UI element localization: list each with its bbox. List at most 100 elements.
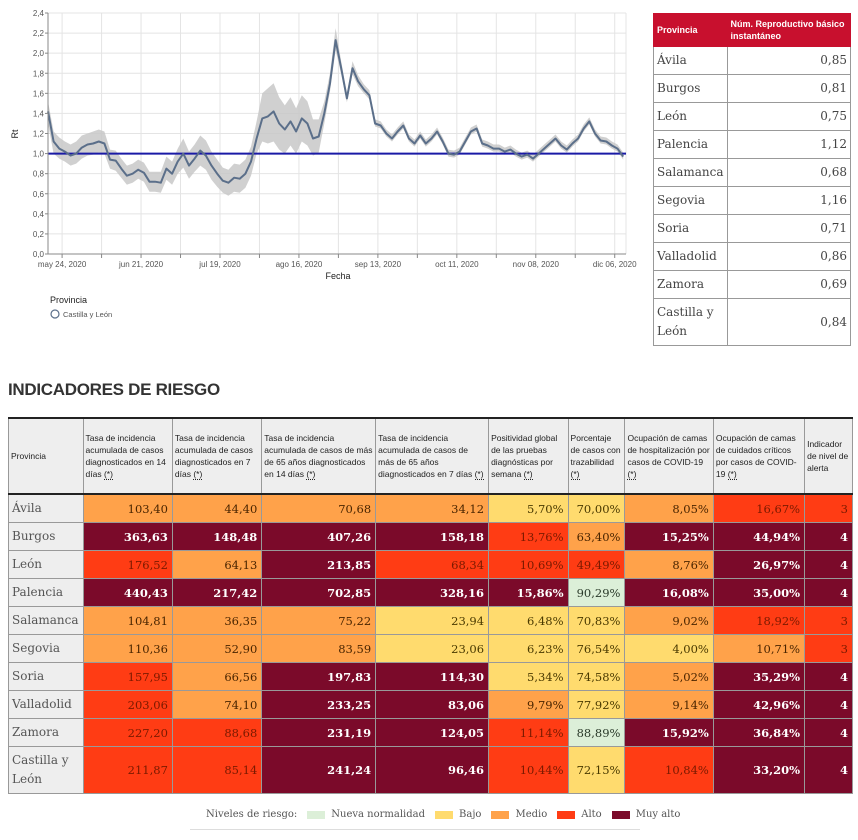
risk-value-cell-medio: 104,81 xyxy=(82,606,173,635)
footnote-link[interactable]: (*) xyxy=(474,469,484,480)
legend-swatch-bajo xyxy=(435,810,454,819)
risk-value-cell-alto: 68,34 xyxy=(375,550,490,579)
risk-header-label: Ocupación de camas de cuidados críticos … xyxy=(715,433,797,479)
risk-value-cell-muy-alto: 217,42 xyxy=(171,578,263,607)
risk-header-cell: Tasa de incidencia acumulada de casos di… xyxy=(171,417,263,495)
rt-table-row: Ávila 0,85 xyxy=(653,46,852,75)
legend-title: Provincia xyxy=(50,295,87,305)
risk-value-cell-alto: 3 xyxy=(804,606,853,635)
risk-header-label: Provincia xyxy=(11,451,46,461)
risk-header-cell: Tasa de incidencia acumulada de casos di… xyxy=(82,417,173,495)
rt-value-cell: 0,68 xyxy=(726,158,852,187)
risk-provincia-cell: Ávila xyxy=(8,493,84,523)
risk-value-cell-medio: 9,79% xyxy=(488,690,569,719)
risk-header-label: Tasa de incidencia acumulada de casos de… xyxy=(378,433,475,479)
risk-value-cell-medio: 66,56 xyxy=(171,662,263,691)
risk-value-cell-bajo: 6,23% xyxy=(488,634,569,663)
risk-provincia-cell: Salamanca xyxy=(8,606,84,635)
risk-header-cell: Tasa de incidencia acumulada de casos de… xyxy=(375,417,490,495)
risk-value-cell-medio: 9,02% xyxy=(624,606,714,635)
x-tick-label: jul 19, 2020 xyxy=(198,260,241,269)
rt-provincia-cell: Soria xyxy=(653,214,728,243)
footnote-link[interactable]: (*) xyxy=(103,469,113,480)
risk-table-row: Ávila 103,40 44,40 70,68 34,12 5,70% 70,00% 8,0… xyxy=(8,493,853,523)
risk-table-row: Burgos 363,63 148,48 407,26 158,18 13,76% 63,4… xyxy=(8,522,853,551)
risk-value-cell-alto: 13,76% xyxy=(488,522,569,551)
risk-value-cell-muy-alto: 124,05 xyxy=(375,718,490,747)
legend-label-nueva: Nueva normalidad xyxy=(331,809,426,820)
risk-value-cell-medio: 70,68 xyxy=(261,493,377,523)
x-tick-label: dic 06, 2020 xyxy=(593,260,637,269)
rt-table-row: León 0,75 xyxy=(653,102,852,131)
risk-table-row: Castilla y León 211,87 85,14 241,24 96,46 10,… xyxy=(8,746,853,794)
legend-swatch-medio xyxy=(491,810,510,819)
rt-provincia-cell: Salamanca xyxy=(653,158,728,187)
risk-value-cell-medio: 63,40% xyxy=(567,522,626,551)
rt-chart: 0,0 0,2 0,4 0,6 0,8 1,0 1,2 1,4 1,6 1,8 2,0 2,2 2,4 m… xyxy=(10,9,637,319)
risk-value-cell-bajo: 77,92% xyxy=(567,690,626,719)
risk-value-cell-muy-alto: 42,96% xyxy=(712,690,806,719)
risk-value-cell-muy-alto: 158,18 xyxy=(375,522,490,551)
legend-symbol-castilla-y-leon[interactable] xyxy=(50,309,60,319)
risk-value-cell-muy-alto: 96,46 xyxy=(375,746,490,794)
risk-value-cell-alto: 88,68 xyxy=(171,718,263,747)
risk-levels-legend: Niveles de riesgo: Nueva normalidad Bajo M… xyxy=(206,809,680,820)
risk-table-row: Zamora 227,20 88,68 231,19 124,05 11,14% 88,89… xyxy=(8,718,853,747)
risk-value-cell-alto: 10,84% xyxy=(624,746,714,794)
footnote-link[interactable]: (*) xyxy=(193,469,203,480)
risk-value-cell-muy-alto: 440,43 xyxy=(82,578,173,607)
risk-header-label: Tasa de incidencia acumulada de casos di… xyxy=(85,433,166,479)
risk-value-cell-muy-alto: 114,30 xyxy=(375,662,490,691)
y-axis-title: Rt xyxy=(10,129,20,138)
legend-divider xyxy=(190,829,640,830)
risk-provincia-cell: Soria xyxy=(8,662,84,691)
rt-provincia-cell: Segovia xyxy=(653,186,728,215)
rt-provincia-cell: Ávila xyxy=(653,46,728,75)
risk-header-label: Indicador de nivel de alerta xyxy=(807,439,849,473)
footnote-link[interactable]: (*) xyxy=(727,469,737,480)
risk-value-cell-alto: 157,95 xyxy=(82,662,173,691)
risk-value-cell-muy-alto: 15,92% xyxy=(624,718,714,747)
risk-header-label: Tasa de incidencia acumulada de casos de… xyxy=(264,433,373,479)
x-tick-label: nov 08, 2020 xyxy=(513,260,560,269)
rt-provincia-cell: León xyxy=(653,102,728,131)
rt-table-row: Salamanca 0,68 xyxy=(653,158,852,187)
y-tick-label: 2,2 xyxy=(33,29,45,38)
footnote-link[interactable]: (*) xyxy=(570,469,580,480)
legend-swatch-alto xyxy=(557,810,576,819)
risk-value-cell-muy-alto: 407,26 xyxy=(261,522,377,551)
footnote-link[interactable]: (*) xyxy=(523,469,533,480)
risk-value-cell-bajo: 70,00% xyxy=(567,493,626,523)
rt-header-provincia: Provincia xyxy=(653,13,728,47)
risk-value-cell-muy-alto: 4 xyxy=(804,718,853,747)
risk-value-cell-medio: 8,76% xyxy=(624,550,714,579)
risk-value-cell-alto: 85,14 xyxy=(171,746,263,794)
risk-provincia-cell: Segovia xyxy=(8,634,84,663)
footnote-link[interactable]: (*) xyxy=(306,469,316,480)
legend-label-castilla-y-leon[interactable]: Castilla y León xyxy=(63,310,112,319)
rt-table-row: Palencia 1,12 xyxy=(653,130,852,159)
y-tick-label: 1,6 xyxy=(33,89,45,98)
risk-value-cell-muy-alto: 15,86% xyxy=(488,578,569,607)
risk-value-cell-muy-alto: 4 xyxy=(804,662,853,691)
rt-value-cell: 0,86 xyxy=(726,242,852,271)
footnote-link[interactable]: (*) xyxy=(627,469,637,480)
risk-value-cell-bajo: 72,15% xyxy=(567,746,626,794)
series-line-castilla-y-leon xyxy=(47,39,625,184)
risk-header-label: Porcentaje de casos con trazabilidad xyxy=(570,433,621,467)
risk-header-cell: Positividad global de las pruebas diagnó… xyxy=(488,417,569,495)
risk-value-cell-medio: 75,22 xyxy=(261,606,377,635)
x-tick-label: ago 16, 2020 xyxy=(276,260,323,269)
risk-value-cell-nueva: 88,89% xyxy=(567,718,626,747)
risk-value-cell-muy-alto: 44,94% xyxy=(712,522,806,551)
rt-provincia-cell: Zamora xyxy=(653,270,728,299)
legend-label-medio: Medio xyxy=(515,809,548,820)
rt-table-row: Valladolid 0,86 xyxy=(653,242,852,271)
rt-table-row: Soria 0,71 xyxy=(653,214,852,243)
risk-value-cell-alto: 49,49% xyxy=(567,550,626,579)
legend-label-alto: Alto xyxy=(581,809,602,820)
rt-provincia-cell: Palencia xyxy=(653,130,728,159)
risk-value-cell-bajo: 70,83% xyxy=(567,606,626,635)
risk-value-cell-muy-alto: 363,63 xyxy=(82,522,173,551)
risk-value-cell-muy-alto: 241,24 xyxy=(261,746,377,794)
